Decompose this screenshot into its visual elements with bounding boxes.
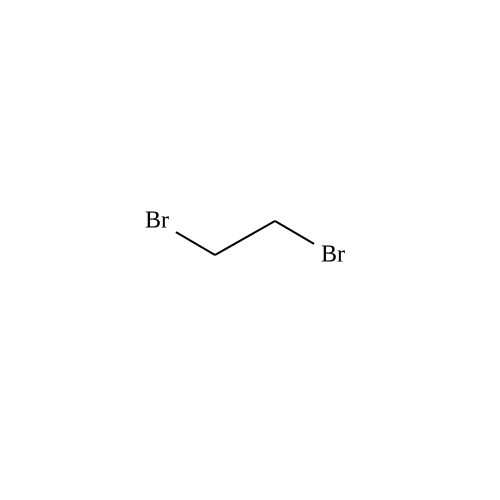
bond: [275, 221, 314, 244]
bond: [176, 232, 215, 255]
atom-label: Br: [321, 242, 345, 269]
atom-label: Br: [145, 208, 169, 235]
bonds-layer: [0, 0, 500, 500]
chemical-structure-canvas: Br Br: [0, 0, 500, 500]
bond: [215, 221, 275, 255]
